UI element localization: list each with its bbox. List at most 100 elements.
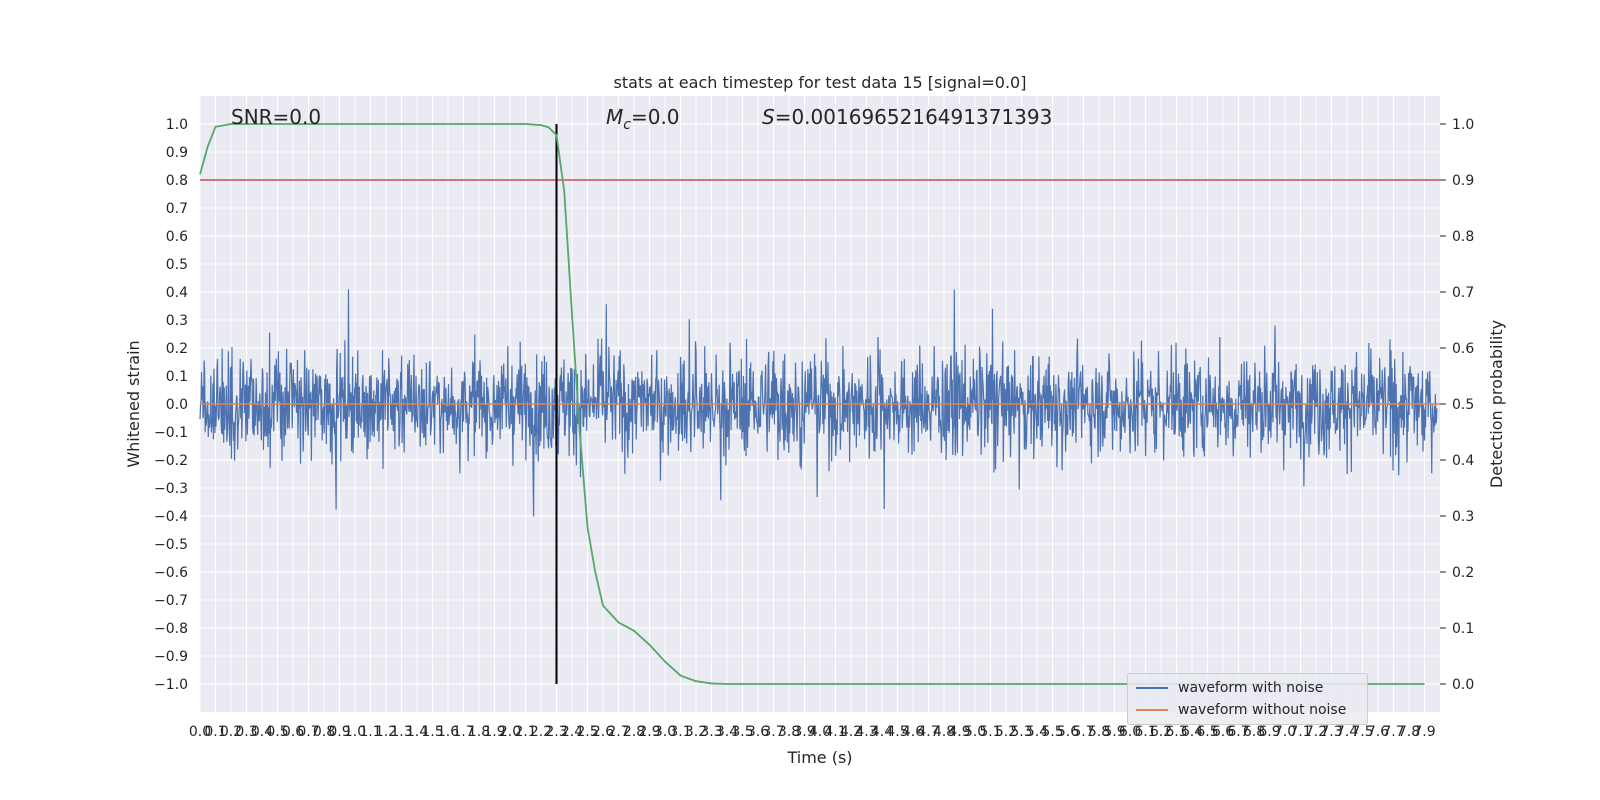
x-tick-label: 7.0 <box>1274 724 1296 740</box>
x-tick-label: 1.2 <box>375 724 397 740</box>
x-tick-label: 3.9 <box>793 724 815 740</box>
x-tick-label: 7.3 <box>1320 724 1342 740</box>
y-tick-label: 0.2 <box>166 341 188 357</box>
x-tick-label: 3.4 <box>716 724 738 740</box>
y-tick-label: 0.1 <box>166 369 188 385</box>
x-tick-label: 7.5 <box>1351 724 1373 740</box>
x-tick-label: 7.1 <box>1289 724 1311 740</box>
y-tick-label: −0.6 <box>154 565 188 581</box>
x-tick-label: 3.2 <box>685 724 707 740</box>
y-tick-label: −1.0 <box>154 677 188 693</box>
y-tick-label: −0.2 <box>154 453 188 469</box>
y-tick-label: −0.5 <box>154 537 188 553</box>
x-tick-label: 1.4 <box>406 724 428 740</box>
y-tick-label: −0.7 <box>154 593 188 609</box>
x-tick-label: 2.3 <box>545 724 567 740</box>
x-tick-label: 6.1 <box>1134 724 1156 740</box>
x-tick-label: 6.9 <box>1258 724 1280 740</box>
x-tick-label: 5.7 <box>1072 724 1094 740</box>
x-tick-label: 6.7 <box>1227 724 1249 740</box>
chirp-mass-value: =0.0 <box>631 105 680 129</box>
legend-label-noise: waveform with noise <box>1178 680 1324 696</box>
x-tick-label: 7.7 <box>1382 724 1404 740</box>
x-tick-label: 2.1 <box>514 724 536 740</box>
snr-annotation: SNR=0.0 <box>231 105 321 129</box>
y2-tick-label: 0.9 <box>1452 173 1474 189</box>
score-symbol: S <box>762 105 775 129</box>
x-axis-label: Time (s) <box>786 748 852 767</box>
y-tick-label: 0.6 <box>166 229 188 245</box>
legend-item-clean: waveform without noise <box>1136 700 1346 720</box>
x-tick-label: 0.0 <box>189 724 211 740</box>
x-tick-label: 4.7 <box>917 724 939 740</box>
y-tick-label: −0.3 <box>154 481 188 497</box>
x-tick-label: 3.6 <box>747 724 769 740</box>
x-tick-label: 4.1 <box>824 724 846 740</box>
x-tick-label: 4.4 <box>871 724 893 740</box>
y2-tick-label: 0.0 <box>1452 677 1474 693</box>
chirp-mass-subscript: c <box>623 117 631 133</box>
x-tick-label: 5.8 <box>1088 724 1110 740</box>
y-tick-label: 0.5 <box>166 257 188 273</box>
y2-tick-label: 0.2 <box>1452 565 1474 581</box>
x-tick-label: 5.5 <box>1041 724 1063 740</box>
y-tick-label: 0.9 <box>166 145 188 161</box>
x-tick-label: 2.2 <box>530 724 552 740</box>
y-tick-label: 0.0 <box>166 397 188 413</box>
x-tick-label: 6.0 <box>1119 724 1141 740</box>
x-tick-label: 5.2 <box>995 724 1017 740</box>
x-tick-label: 5.1 <box>979 724 1001 740</box>
y-tick-label: 0.3 <box>166 313 188 329</box>
waveform-with-noise-line <box>199 289 1438 517</box>
x-tick-label: 7.9 <box>1413 724 1435 740</box>
x-tick-label: 1.6 <box>437 724 459 740</box>
y2-axis-label: Detection probability <box>1487 320 1506 488</box>
x-tick-label: 6.6 <box>1212 724 1234 740</box>
x-tick-label: 4.5 <box>886 724 908 740</box>
x-tick-label: 3.3 <box>700 724 722 740</box>
x-tick-label: 0.8 <box>313 724 335 740</box>
x-tick-label: 1.3 <box>390 724 412 740</box>
legend-item-noise: waveform with noise <box>1136 678 1323 698</box>
x-tick-label: 7.2 <box>1305 724 1327 740</box>
x-tick-label: 2.8 <box>623 724 645 740</box>
x-tick-label: 0.7 <box>297 724 319 740</box>
legend: waveform with noise waveform without noi… <box>1127 673 1368 725</box>
x-tick-label: 7.8 <box>1398 724 1420 740</box>
y-tick-label: −0.4 <box>154 509 188 525</box>
x-tick-label: 0.4 <box>251 724 273 740</box>
x-tick-label: 5.9 <box>1103 724 1125 740</box>
x-tick-label: 3.8 <box>778 724 800 740</box>
y-tick-label: 0.4 <box>166 285 188 301</box>
y2-tick-label: 0.8 <box>1452 229 1474 245</box>
legend-swatch-noise <box>1136 687 1168 689</box>
x-tick-label: 5.4 <box>1026 724 1048 740</box>
chirp-mass-symbol: M <box>606 105 623 129</box>
x-tick-label: 3.1 <box>669 724 691 740</box>
y2-tick-label: 1.0 <box>1452 117 1474 133</box>
y-tick-label: 0.7 <box>166 201 188 217</box>
x-tick-label: 4.9 <box>948 724 970 740</box>
x-tick-label: 7.4 <box>1336 724 1358 740</box>
x-tick-label: 4.8 <box>933 724 955 740</box>
x-tick-label: 2.5 <box>576 724 598 740</box>
x-tick-label: 2.6 <box>592 724 614 740</box>
x-tick-label: 2.0 <box>499 724 521 740</box>
x-tick-label: 0.5 <box>266 724 288 740</box>
chart-title: stats at each timestep for test data 15 … <box>614 73 1027 92</box>
x-tick-label: 0.1 <box>204 724 226 740</box>
y-tick-label: 1.0 <box>166 117 188 133</box>
y2-tick-label: 0.6 <box>1452 341 1474 357</box>
x-tick-label: 6.3 <box>1165 724 1187 740</box>
x-tick-label: 5.3 <box>1010 724 1032 740</box>
tick-labels: 0.00.10.20.30.40.50.60.70.80.91.01.11.21… <box>154 117 1474 740</box>
y2-tick-label: 0.1 <box>1452 621 1474 637</box>
x-tick-label: 2.9 <box>638 724 660 740</box>
x-tick-label: 1.9 <box>483 724 505 740</box>
x-tick-label: 1.8 <box>468 724 490 740</box>
y2-tick-label: 0.4 <box>1452 453 1474 469</box>
x-tick-label: 0.6 <box>282 724 304 740</box>
y-tick-label: 0.8 <box>166 173 188 189</box>
score-annotation: S=0.0016965216491371393 <box>762 105 1052 129</box>
